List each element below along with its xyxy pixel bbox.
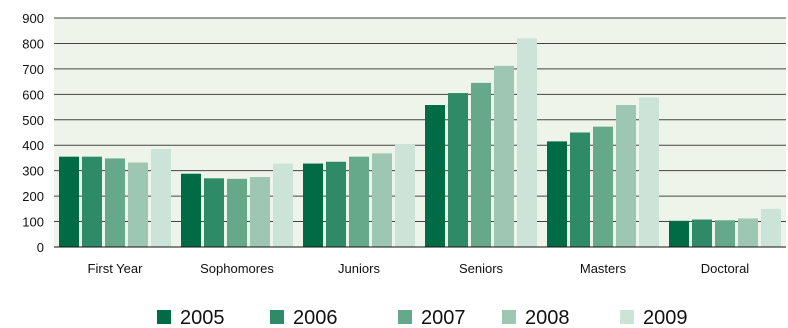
bar-2008-first-year [128,162,148,247]
bars [59,38,781,248]
bar-2007-doctoral [715,220,735,247]
bar-2009-juniors [395,143,415,247]
bar-2009-first-year [151,149,171,247]
legend-label: 2007 [421,307,466,328]
y-tick-label: 0 [37,240,44,255]
bar-2006-juniors [326,161,346,247]
x-category-label: Doctoral [701,261,750,276]
y-tick-label: 800 [22,36,44,51]
x-category-label: Masters [580,261,627,276]
legend-label: 2009 [643,307,688,328]
bar-2006-sophomores [204,178,224,247]
gridlines [54,17,786,223]
legend-label: 2005 [180,307,225,328]
legend: 2005 2006 2007 2008 2009 [157,307,688,328]
legend-swatch [270,310,284,324]
bar-2005-sophomores [181,173,201,247]
bar-2007-seniors [471,82,491,247]
bar-2005-masters [547,141,567,247]
bar-2007-sophomores [227,178,247,247]
bar-2008-doctoral [738,218,758,247]
y-tick-label: 100 [22,215,44,230]
legend-swatch [157,310,171,324]
y-tick-label: 200 [22,189,44,204]
bar-2006-seniors [448,93,468,247]
bar-2006-masters [570,132,590,247]
bar-2005-doctoral [669,220,689,247]
bar-2009-seniors [517,38,537,247]
bar-2009-masters [639,97,659,248]
y-tick-label: 300 [22,164,44,179]
bar-2007-first-year [105,158,125,247]
y-tick-label: 600 [22,87,44,102]
legend-swatch [502,310,516,324]
bar-2005-juniors [303,163,323,247]
bar-2008-sophomores [250,177,270,247]
legend-label: 2006 [293,307,338,328]
x-category-label: First Year [88,261,144,276]
bar-2009-sophomores [273,163,293,247]
bar-2008-juniors [372,153,392,247]
bar-2005-seniors [425,105,445,248]
x-category-label: Juniors [338,261,380,276]
category-labels: First Year Sophomores Juniors Seniors Master… [88,261,750,276]
bar-2007-masters [593,126,613,247]
bar-2006-doctoral [692,219,712,247]
y-tick-label: 700 [22,62,44,77]
y-tick-label: 400 [22,138,44,153]
bar-2008-seniors [494,65,514,247]
bar-2005-first-year [59,156,79,247]
legend-swatch [398,310,412,324]
y-tick-label: 900 [22,11,44,26]
plot-background [54,18,786,247]
bar-2006-first-year [82,156,102,247]
legend-swatch [620,310,634,324]
bar-2007-juniors [349,156,369,247]
y-axis-ticks: 0 100 200 300 400 500 600 700 800 900 [22,11,44,255]
y-tick-label: 500 [22,113,44,128]
bar-2008-masters [616,105,636,248]
legend-label: 2008 [525,307,570,328]
x-category-label: Sophomores [200,261,274,276]
bar-2009-doctoral [761,208,781,247]
x-category-label: Seniors [459,261,504,276]
